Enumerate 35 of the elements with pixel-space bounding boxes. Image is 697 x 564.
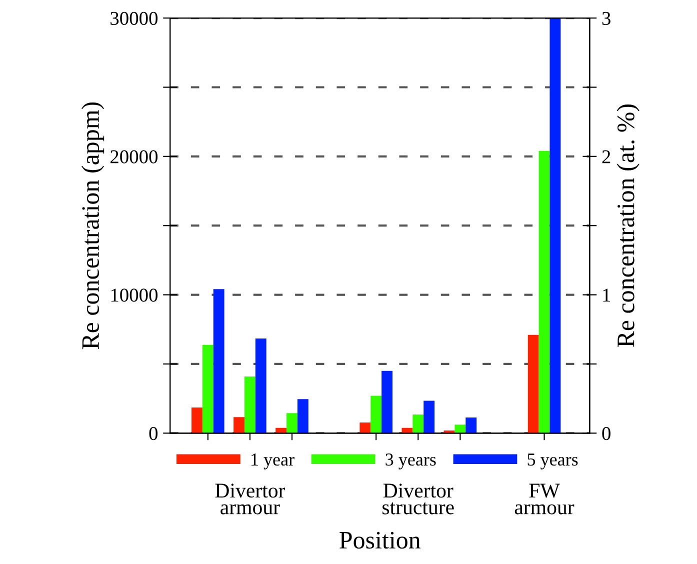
y-tick-label: 0 [149,426,158,440]
y2-tick-label: 3 [602,12,610,25]
y-axis-title: Re concentration (appm) [81,102,104,350]
y-tick-label: 20000 [110,150,158,164]
bar [202,344,214,434]
x-tick-label: FW armour [514,484,574,514]
legend-label: 3 years [386,454,436,470]
bar [454,424,466,434]
bar [538,150,550,434]
bar [528,334,539,434]
y2-tick-label: 1 [603,288,610,302]
bar [297,399,308,434]
y2-tick-label: 0 [602,426,610,440]
bar [255,338,266,434]
bar [244,376,256,434]
bar [286,413,298,434]
y2-tick-label: 2 [602,150,610,164]
bar [412,414,424,434]
bar [360,422,371,434]
bar [466,418,477,434]
legend-label: 1 year [252,454,294,470]
bar [550,18,561,434]
x-axis-title: Position [340,532,420,549]
y-tick-label: 30000 [110,12,158,25]
y-tick-label: 10000 [111,288,158,302]
bar [382,370,392,434]
x-tick-label: Divertor armour [215,484,286,514]
y2-axis-title: Re concentration (at. %) [616,104,640,348]
bar [370,396,382,434]
bar [424,400,435,434]
bar [192,408,202,434]
legend-label: 5 years [528,454,578,470]
bar [234,417,244,434]
x-tick-label: Divertor structure [382,484,454,514]
bar [213,289,224,434]
